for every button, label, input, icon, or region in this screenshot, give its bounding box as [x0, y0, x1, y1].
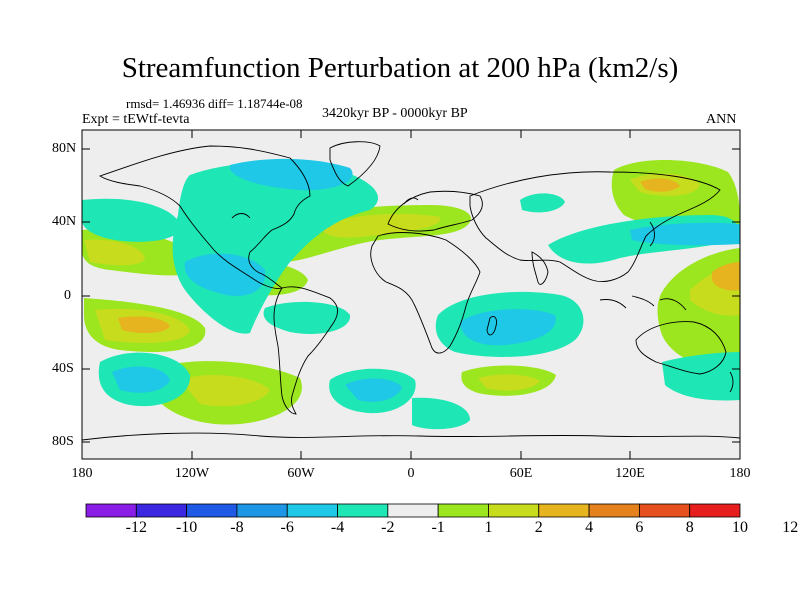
colorbar-label: -4	[330, 519, 345, 536]
lat-label-eq: 0	[64, 288, 71, 303]
colorbar-label: -1	[431, 519, 445, 536]
colorbar-swatch	[85, 503, 137, 518]
colorbar-label: -12	[125, 519, 147, 536]
colorbar-label: 8	[685, 519, 694, 536]
colorbar-swatch	[488, 503, 540, 518]
lon-label-0: 0	[407, 466, 415, 481]
lon-label-60e: 60E	[509, 466, 533, 481]
colorbar-swatch	[236, 503, 288, 518]
negative-anomaly-fields	[82, 158, 740, 430]
colorbar-label: 1	[484, 519, 493, 536]
colorbar-label: 4	[585, 519, 594, 536]
lon-label-60w: 60W	[287, 466, 315, 481]
colorbar-swatch	[286, 503, 338, 518]
colorbar-label: 12	[782, 519, 799, 536]
colorbar	[85, 503, 741, 518]
colorbar-swatch	[337, 503, 389, 518]
colorbar-swatch	[538, 503, 590, 518]
colorbar-label: -8	[230, 519, 244, 536]
colorbar-swatch	[387, 503, 439, 518]
map-panel	[82, 130, 740, 459]
lat-label-40n: 40N	[52, 214, 77, 229]
lon-label-180e: 180	[729, 466, 751, 481]
lon-label-120w: 120W	[174, 466, 210, 481]
season-text: ANN	[706, 112, 737, 127]
colorbar-label: -6	[280, 519, 294, 536]
colorbar-swatch	[638, 503, 691, 518]
lon-label-120e: 120E	[615, 466, 645, 481]
colorbar-label: 10	[732, 519, 748, 536]
lat-label-80s: 80S	[52, 434, 74, 449]
coastlines	[82, 141, 740, 441]
plot-title: Streamfunction Perturbation at 200 hPa (…	[121, 52, 679, 84]
period-text: 3420kyr BP - 0000kyr BP	[322, 106, 468, 121]
stats-text: rmsd= 1.46936 diff= 1.18744e-08	[126, 96, 303, 111]
colorbar-label: -2	[381, 519, 395, 536]
colorbar-swatch	[437, 503, 489, 518]
colorbar-label: -10	[175, 519, 198, 536]
lat-label-40s: 40S	[52, 361, 74, 376]
colorbar-swatch	[689, 503, 741, 518]
experiment-text: Expt = tEWtf-tevta	[82, 112, 190, 127]
lon-ticks	[191, 130, 631, 459]
colorbar-swatch	[135, 503, 188, 518]
colorbar-swatch	[588, 503, 640, 518]
lat-label-80n: 80N	[52, 141, 77, 156]
colorbar-label: 2	[534, 519, 543, 536]
colorbar-label: 6	[635, 519, 644, 536]
colorbar-swatch	[186, 503, 238, 518]
lon-label-180w: 180	[71, 466, 93, 481]
lat-ticks	[82, 148, 740, 443]
